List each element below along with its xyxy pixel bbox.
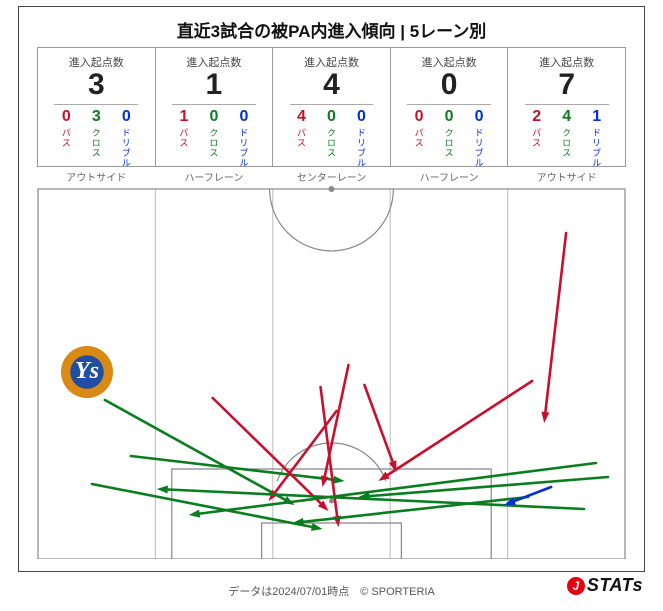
lane-stats-row: 進入起点数30パス3クロス0ドリブルアウトサイド進入起点数11パス0クロス0ドリ… (37, 47, 626, 167)
lane-divider (54, 104, 138, 105)
bd-dribble: 0ドリブル (469, 109, 489, 168)
bd-cross: 0クロス (439, 109, 459, 158)
lane-divider (172, 104, 256, 105)
lane-total: 0 (441, 68, 458, 102)
footer-credit: データは2024/07/01時点 © SPORTERIA (0, 583, 663, 599)
bd-dribble: 0ドリブル (234, 109, 254, 168)
bd-cross: 4クロス (557, 109, 577, 158)
bd-pass: 0パス (56, 109, 76, 148)
lane-divider (290, 104, 374, 105)
lane-total: 4 (323, 68, 340, 102)
bd-dribble: 0ドリブル (116, 109, 136, 168)
svg-text:Ys: Ys (75, 357, 99, 384)
lane-stat: 進入起点数11パス0クロス0ドリブルハーフレーン (155, 47, 273, 167)
lane-stat: 進入起点数44パス0クロス0ドリブルセンターレーン (272, 47, 390, 167)
lane-divider (407, 104, 491, 105)
chart-title: 直近3試合の被PA内進入傾向 | 5レーン別 (19, 17, 644, 42)
bd-pass: 2パス (527, 109, 547, 148)
lane-stat: 進入起点数30パス3クロス0ドリブルアウトサイド (37, 47, 155, 167)
bd-pass: 4パス (291, 109, 311, 148)
bd-cross: 0クロス (204, 109, 224, 158)
lane-breakdown: 2パス 4クロス 1ドリブル (527, 109, 607, 168)
bd-pass: 0パス (409, 109, 429, 148)
lane-breakdown: 1パス 0クロス 0ドリブル (174, 109, 254, 168)
bd-cross: 0クロス (321, 109, 341, 158)
footer: データは2024/07/01時点 © SPORTERIA J STATs (0, 577, 663, 605)
stats-word: STATs (587, 575, 643, 596)
lane-total: 3 (88, 68, 105, 102)
jstats-logo: J STATs (567, 575, 643, 596)
lane-stat: 進入起点数72パス4クロス1ドリブルアウトサイド (507, 47, 626, 167)
lane-breakdown: 0パス 3クロス 0ドリブル (56, 109, 136, 168)
j-dot-icon: J (567, 577, 585, 595)
pitch-area: Ys (37, 167, 626, 559)
lane-divider (525, 104, 609, 105)
team-badge: Ys (60, 345, 114, 399)
lane-stat: 進入起点数00パス0クロス0ドリブルハーフレーン (390, 47, 508, 167)
lane-breakdown: 4パス 0クロス 0ドリブル (291, 109, 371, 168)
lane-total: 7 (558, 68, 575, 102)
bd-dribble: 0ドリブル (351, 109, 371, 168)
lane-breakdown: 0パス 0クロス 0ドリブル (409, 109, 489, 168)
bd-dribble: 1ドリブル (587, 109, 607, 168)
pitch-svg (37, 167, 626, 559)
bd-pass: 1パス (174, 109, 194, 148)
lane-total: 1 (206, 68, 223, 102)
bd-cross: 3クロス (86, 109, 106, 158)
outer-frame: 直近3試合の被PA内進入傾向 | 5レーン別 進入起点数30パス3クロス0ドリブ… (18, 6, 645, 572)
